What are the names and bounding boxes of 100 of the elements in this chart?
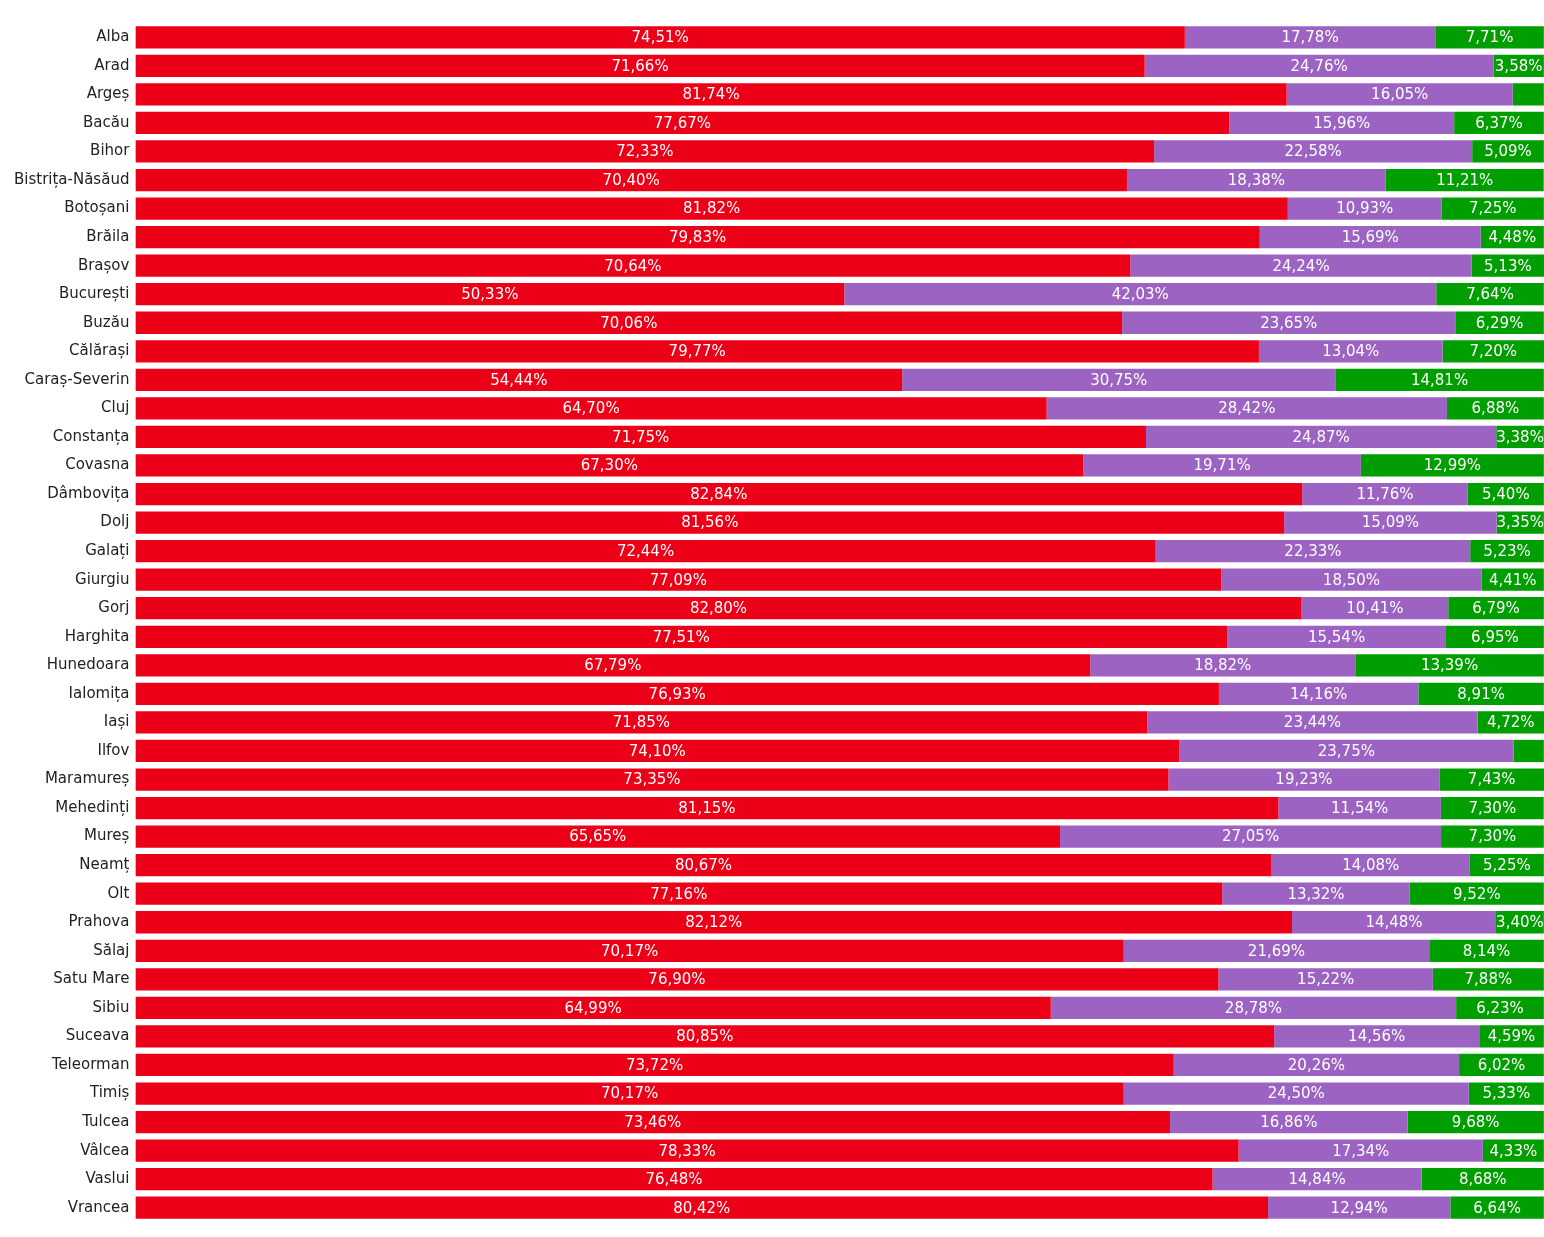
data-label: 22,58% xyxy=(1284,142,1342,161)
y-tick-label: Dâmbovița xyxy=(47,483,130,502)
data-label: 9,68% xyxy=(1451,1112,1500,1131)
data-label: 6,37% xyxy=(1475,113,1523,132)
data-label: 11,21% xyxy=(1436,170,1494,189)
y-tick-label: Satu Mare xyxy=(53,969,130,988)
data-label: 10,41% xyxy=(1346,599,1404,618)
data-label: 5,13% xyxy=(1484,256,1532,275)
data-label: 13,04% xyxy=(1322,342,1380,361)
y-tick-label: Sibiu xyxy=(92,997,130,1016)
y-tick-label: Iași xyxy=(103,712,130,731)
data-label: 21,69% xyxy=(1247,941,1306,960)
y-tick-label: Călărași xyxy=(69,341,130,360)
data-label: 17,34% xyxy=(1332,1141,1390,1160)
data-label: 9,52% xyxy=(1452,884,1501,903)
data-label: 77,51% xyxy=(652,627,710,646)
y-tick-label: Constanța xyxy=(52,426,130,445)
data-label: 27,05% xyxy=(1221,827,1280,846)
data-label: 18,82% xyxy=(1194,656,1252,675)
data-label: 71,66% xyxy=(611,56,669,75)
data-label: 14,48% xyxy=(1365,913,1423,932)
data-label: 6,23% xyxy=(1476,998,1524,1017)
y-tick-label: Arad xyxy=(94,55,130,74)
data-label: 4,72% xyxy=(1486,713,1535,732)
data-label: 7,30% xyxy=(1468,798,1517,817)
data-label: 15,54% xyxy=(1307,627,1366,646)
data-label: 81,82% xyxy=(683,199,741,218)
data-label: 5,33% xyxy=(1482,1084,1531,1103)
data-label: 3,38% xyxy=(1496,427,1544,446)
y-tick-label: Mureș xyxy=(84,826,130,845)
data-label: 7,71% xyxy=(1465,28,1514,47)
data-label: 80,42% xyxy=(673,1198,731,1217)
data-label: 71,75% xyxy=(612,427,670,446)
data-label: 8,68% xyxy=(1458,1170,1507,1189)
data-label: 4,48% xyxy=(1488,228,1537,246)
data-label: 3,58% xyxy=(1494,56,1543,75)
data-label: 5,23% xyxy=(1483,542,1531,561)
data-label: 23,65% xyxy=(1260,313,1318,332)
data-label: 13,32% xyxy=(1287,884,1345,903)
data-label: 5,40% xyxy=(1482,484,1530,503)
data-label: 72,44% xyxy=(616,542,675,561)
data-label: 19,23% xyxy=(1275,770,1333,789)
y-tick-label: București xyxy=(58,284,130,303)
data-label: 82,84% xyxy=(690,484,748,503)
data-label: 15,22% xyxy=(1297,970,1355,989)
data-label: 7,30% xyxy=(1468,827,1517,846)
y-tick-label: Alba xyxy=(96,27,130,46)
data-label: 14,56% xyxy=(1348,1027,1406,1046)
data-label: 74,51% xyxy=(631,28,689,47)
y-tick-label: Botoșani xyxy=(64,198,130,217)
data-label: 11,54% xyxy=(1331,798,1389,817)
data-label: 20,26% xyxy=(1287,1055,1345,1074)
data-label: 15,69% xyxy=(1341,228,1399,246)
data-label: 6,79% xyxy=(1472,599,1520,618)
data-label: 81,15% xyxy=(678,798,736,817)
data-label: 19,71% xyxy=(1193,456,1251,475)
y-tick-label: Olt xyxy=(107,883,130,902)
data-label: 15,09% xyxy=(1361,513,1420,532)
y-tick-label: Cluj xyxy=(101,398,130,417)
y-tick-label: Giurgiu xyxy=(75,569,130,588)
data-label: 28,78% xyxy=(1224,998,1283,1017)
data-label: 24,76% xyxy=(1290,56,1348,75)
data-label: 24,87% xyxy=(1292,427,1350,446)
data-label: 17,78% xyxy=(1281,28,1339,47)
data-label: 71,85% xyxy=(612,713,670,732)
y-tick-label: Hunedoara xyxy=(46,655,130,674)
data-label: 72,33% xyxy=(616,142,674,161)
data-label: 30,75% xyxy=(1090,370,1148,389)
data-label: 6,29% xyxy=(1475,313,1524,332)
data-label: 70,17% xyxy=(600,1084,659,1103)
y-tick-label: Teleorman xyxy=(50,1054,130,1073)
data-label: 81,74% xyxy=(682,85,740,104)
y-tick-label: Caraș-Severin xyxy=(24,369,130,388)
data-label: 5,25% xyxy=(1483,856,1531,875)
data-label: 16,05% xyxy=(1371,85,1429,104)
data-label: 73,35% xyxy=(623,770,681,789)
y-tick-label: Covasna xyxy=(65,455,130,474)
data-label: 77,16% xyxy=(650,884,708,903)
y-tick-label: Tulcea xyxy=(81,1111,130,1130)
data-label: 7,64% xyxy=(1466,285,1514,304)
data-label: 70,64% xyxy=(604,256,662,275)
data-label: 64,99% xyxy=(564,998,622,1017)
data-label: 14,81% xyxy=(1410,370,1469,389)
data-label: 8,91% xyxy=(1457,684,1505,703)
data-label: 16,86% xyxy=(1260,1112,1318,1131)
data-label: 79,77% xyxy=(668,342,726,361)
y-tick-label: Vaslui xyxy=(85,1169,130,1188)
data-label: 24,24% xyxy=(1272,256,1330,275)
data-label: 76,90% xyxy=(648,970,706,989)
data-label: 18,38% xyxy=(1227,170,1285,189)
data-label: 4,33% xyxy=(1489,1141,1538,1160)
data-label: 70,40% xyxy=(602,170,660,189)
data-label: 6,02% xyxy=(1477,1055,1526,1074)
data-label: 4,59% xyxy=(1487,1027,1536,1046)
data-label: 76,93% xyxy=(648,684,706,703)
data-label: 7,20% xyxy=(1469,342,1518,361)
y-tick-label: Timiș xyxy=(88,1083,130,1102)
data-label: 12,94% xyxy=(1330,1198,1388,1217)
data-label: 77,09% xyxy=(649,570,707,589)
data-label: 64,70% xyxy=(562,399,620,418)
